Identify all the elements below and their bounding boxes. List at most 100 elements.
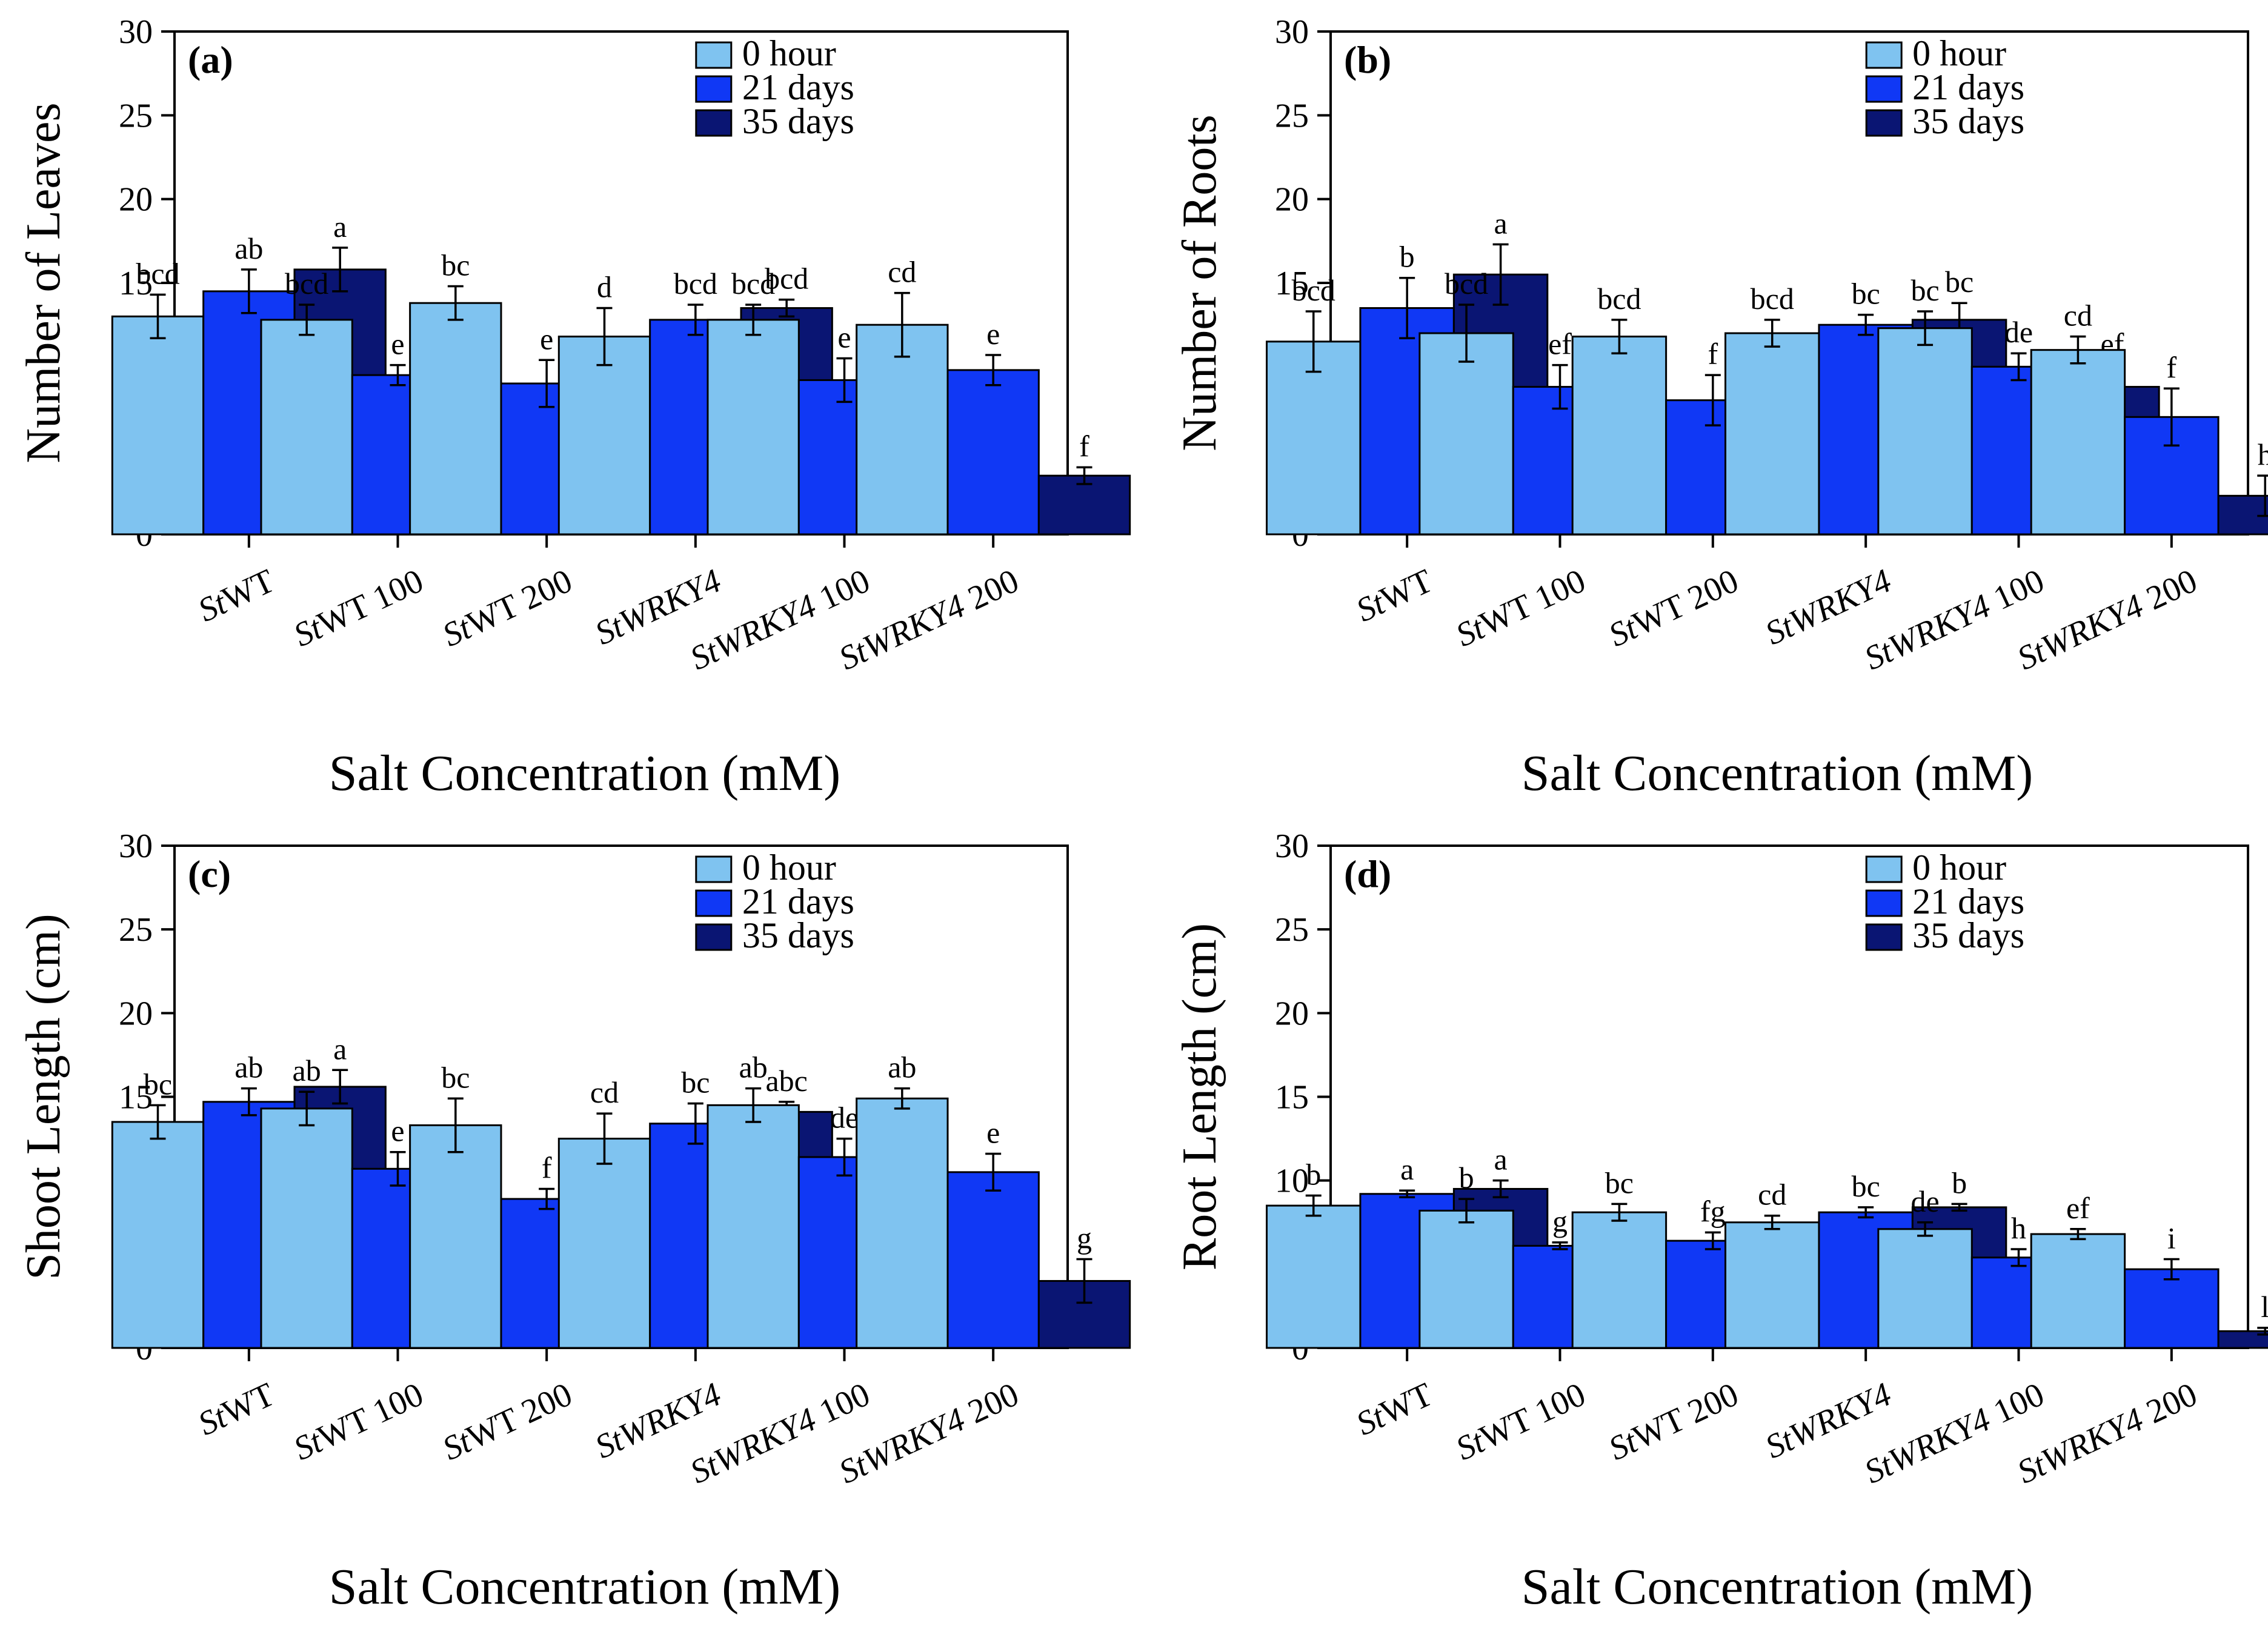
y-tick-label: 30 <box>119 828 153 865</box>
significance-label: bcd <box>285 267 328 300</box>
y-tick-label: 25 <box>119 97 153 134</box>
significance-label: a <box>333 210 347 244</box>
bar-0-hour-3 <box>409 302 502 536</box>
category-label-italic: WRKY4 <box>857 1401 971 1480</box>
category-label-rest: WT 200 <box>461 1376 578 1457</box>
significance-label: cd <box>590 1075 619 1109</box>
bar-0-hour-6 <box>856 323 949 536</box>
category-label-rest: WT 100 <box>1474 562 1591 643</box>
bar-0-hour-5 <box>707 1104 800 1349</box>
category-label-italic: WRKY4 <box>1784 562 1897 642</box>
bar-21-days-6 <box>946 369 1040 536</box>
significance-label: f <box>1708 337 1718 371</box>
bar-35-days-6 <box>1037 474 1131 536</box>
significance-label: ab <box>234 1050 263 1084</box>
category-label: StWT <box>1351 1376 1438 1443</box>
y-tick-label: 30 <box>119 13 153 51</box>
legend-swatch-35-days <box>1865 923 1903 951</box>
significance-label: a <box>1400 1152 1414 1186</box>
legend-label: 0 hour <box>1912 33 2006 73</box>
bar-0-hour-6 <box>856 1097 949 1349</box>
significance-label: g <box>1552 1204 1568 1238</box>
bar-0-hour-3 <box>1571 336 1668 536</box>
significance-label: ef <box>2066 1191 2090 1225</box>
category-label: StWT <box>193 1376 281 1443</box>
legend-swatch-0-hour <box>695 41 733 69</box>
category-label-italic: WRKY4 <box>613 562 727 642</box>
significance-label: cd <box>2064 299 2092 333</box>
significance-label: bcd <box>1751 282 1794 316</box>
significance-label: bcd <box>731 267 775 300</box>
legend-label: 35 days <box>1912 101 2024 141</box>
category-label-italic: WRKY4 <box>708 587 822 666</box>
legend-label: 0 hour <box>1912 848 2006 887</box>
significance-label: i <box>2167 1221 2176 1255</box>
significance-label: bc <box>1605 1166 1634 1199</box>
y-axis-title: Root Length (cm) <box>1173 923 1226 1270</box>
x-axis-title: Salt Concentration (mM) <box>329 1559 841 1615</box>
chart-panel-a: 051015202530bcdabaStWTbcdefStWT 100bcefS… <box>17 13 1131 801</box>
bar-0-hour-1 <box>111 1121 205 1349</box>
legend-label: 35 days <box>742 915 854 955</box>
y-tick-label: 25 <box>1275 97 1309 134</box>
significance-label: cd <box>888 255 916 289</box>
significance-label: b <box>1459 1161 1474 1195</box>
significance-label: e <box>837 320 851 354</box>
significance-label: bcd <box>765 262 808 296</box>
category-label: StWT 200 <box>437 562 578 654</box>
category-label-italic: WRKY4 <box>1883 1401 1996 1480</box>
significance-label: l <box>2261 1290 2268 1324</box>
category-label-italic: WRKY4 <box>857 587 971 666</box>
significance-label: bc <box>1852 277 1880 311</box>
legend-swatch-35-days <box>695 923 733 951</box>
bar-0-hour-4 <box>1724 332 1820 536</box>
legend-swatch-0-hour <box>1865 41 1903 69</box>
significance-label: bcd <box>674 267 717 300</box>
significance-label: bc <box>1945 265 1974 299</box>
legend-swatch-0-hour <box>1865 855 1903 883</box>
significance-label: abc <box>765 1064 807 1098</box>
bar-0-hour-5 <box>1877 327 1973 536</box>
chart-panel-b: 051015202530bcdbaStWTbcdefghStWT 100bcdf… <box>1173 13 2268 801</box>
significance-label: g <box>1077 1221 1092 1255</box>
significance-label: a <box>333 1032 347 1066</box>
panel-label: (b) <box>1344 38 1391 81</box>
significance-label: h <box>2258 437 2268 471</box>
significance-label: a <box>1494 206 1507 240</box>
panel-label: (d) <box>1344 852 1391 895</box>
y-tick-label: 30 <box>1275 13 1309 51</box>
y-tick-label: 30 <box>1275 828 1309 865</box>
chart-panel-c: 051015202530bcabaStWTabegStWT 100bcfgStW… <box>17 828 1131 1615</box>
y-tick-label: 15 <box>1275 265 1309 302</box>
significance-label: h <box>2011 1211 2026 1245</box>
y-tick-label: 10 <box>1275 1163 1309 1200</box>
legend-swatch-0-hour <box>695 855 733 883</box>
significance-label: e <box>391 327 404 361</box>
legend-label: 0 hour <box>742 848 836 887</box>
legend-swatch-21-days <box>695 889 733 917</box>
legend-label: 35 days <box>742 101 854 141</box>
y-tick-label: 15 <box>119 265 153 302</box>
y-axis-title: Number of Leaves <box>17 102 70 463</box>
significance-label: de <box>2004 315 2033 349</box>
significance-label: bc <box>1852 1169 1880 1203</box>
significance-label: bcd <box>1597 282 1641 316</box>
category-label-italic: WRKY4 <box>1883 587 1996 666</box>
bar-0-hour-2 <box>1418 1209 1514 1349</box>
x-axis-title: Salt Concentration (mM) <box>1521 1559 2034 1615</box>
legend-label: 21 days <box>1912 67 2024 107</box>
y-tick-label: 20 <box>119 995 153 1032</box>
x-axis-title: Salt Concentration (mM) <box>329 745 841 801</box>
bar-0-hour-2 <box>1418 332 1514 536</box>
significance-label: fg <box>1700 1194 1726 1228</box>
significance-label: bcd <box>1445 267 1488 300</box>
y-tick-label: 25 <box>119 911 153 949</box>
category-label: StWT 100 <box>288 562 429 654</box>
legend-swatch-35-days <box>1865 109 1903 137</box>
panel-label: (a) <box>188 38 233 81</box>
bar-21-days-6 <box>946 1171 1040 1349</box>
significance-label: ab <box>293 1053 321 1087</box>
significance-label: ab <box>234 231 263 265</box>
category-label: StWT <box>193 562 281 629</box>
